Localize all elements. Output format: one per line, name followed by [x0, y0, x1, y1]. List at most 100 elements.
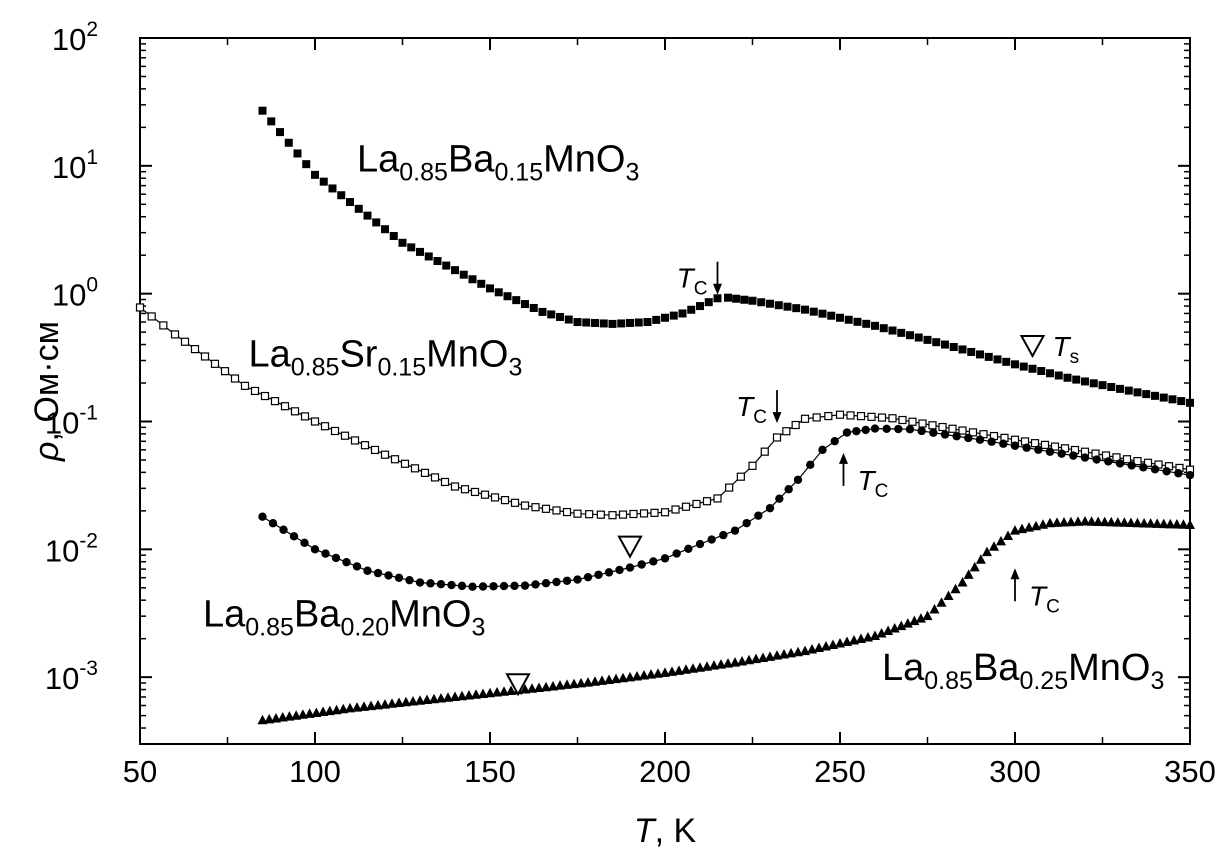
data-point: [784, 303, 792, 311]
data-point: [801, 306, 809, 314]
data-point: [987, 438, 995, 446]
data-point: [543, 505, 550, 512]
data-point: [469, 275, 477, 283]
data-point: [1186, 471, 1194, 479]
data-point: [800, 646, 810, 656]
data-point: [842, 637, 852, 647]
data-point: [919, 420, 926, 427]
data-point: [563, 577, 571, 585]
data-point: [742, 519, 750, 527]
series-label: La0.85Ba0.20MnO3: [203, 593, 485, 641]
data-point: [442, 478, 449, 485]
data-point: [661, 554, 669, 562]
data-point: [976, 350, 984, 358]
data-point: [492, 494, 499, 501]
data-point: [670, 312, 678, 320]
data-point: [1116, 459, 1124, 467]
data-point: [352, 437, 359, 444]
data-point: [285, 139, 293, 147]
data-point: [929, 422, 936, 429]
data-point: [994, 355, 1002, 363]
data-point: [1057, 449, 1065, 457]
data-point: [924, 336, 932, 344]
data-point: [434, 257, 442, 265]
data-point: [644, 318, 652, 326]
tc-marker: TC: [736, 390, 781, 428]
data-point: [792, 304, 800, 312]
tc-arrow-head: [713, 284, 722, 295]
data-point: [679, 309, 687, 317]
data-point: [731, 526, 739, 534]
data-point: [880, 324, 888, 332]
data-point: [661, 314, 669, 322]
data-point: [600, 319, 608, 327]
data-point: [530, 304, 538, 312]
data-point: [372, 446, 379, 453]
data-point: [724, 294, 732, 302]
data-point: [1046, 369, 1054, 377]
data-point: [1107, 383, 1115, 391]
data-point: [1034, 446, 1042, 454]
data-point: [775, 494, 783, 502]
data-point: [276, 128, 284, 136]
data-point: [693, 500, 700, 507]
data-point: [1142, 390, 1150, 398]
data-point: [1029, 365, 1037, 373]
data-point: [329, 184, 337, 192]
data-point: [565, 315, 573, 323]
data-point: [232, 375, 239, 382]
data-point: [392, 456, 399, 463]
data-point: [137, 304, 144, 311]
data-point: [609, 512, 616, 519]
data-point: [794, 476, 802, 484]
data-point: [871, 424, 879, 432]
data-point: [915, 334, 923, 342]
data-point: [1134, 388, 1142, 396]
x-tick-label: 250: [814, 754, 866, 789]
data-point: [652, 316, 660, 324]
data-point: [346, 198, 354, 206]
y-tick-label: 100: [52, 274, 98, 313]
tc-label: TC: [858, 465, 889, 502]
data-point: [395, 574, 403, 582]
data-point: [959, 345, 967, 353]
data-point: [252, 387, 259, 394]
data-point: [472, 488, 479, 495]
data-point: [262, 393, 269, 400]
data-point: [1072, 376, 1080, 384]
data-point: [707, 535, 715, 543]
data-point: [302, 413, 309, 420]
data-point: [372, 218, 380, 226]
data-point: [1162, 467, 1170, 475]
data-point: [447, 581, 455, 589]
data-point: [342, 432, 349, 439]
data-point: [696, 540, 704, 548]
data-point: [1081, 377, 1089, 385]
data-point: [827, 312, 835, 320]
data-point: [311, 171, 319, 179]
data-point: [547, 310, 555, 318]
data-point: [422, 469, 429, 476]
data-point: [510, 582, 518, 590]
data-point: [1151, 465, 1159, 473]
data-point: [355, 205, 363, 213]
data-point: [1099, 381, 1107, 389]
data-point: [460, 271, 468, 279]
data-point: [641, 510, 648, 517]
data-point: [950, 343, 958, 351]
series-label: La0.85Sr0.15MnO3: [249, 333, 523, 381]
data-point: [783, 428, 790, 435]
data-point: [1024, 522, 1034, 532]
data-point: [1125, 387, 1133, 395]
data-point: [500, 582, 508, 590]
data-point: [749, 297, 757, 305]
data-point: [964, 434, 972, 442]
data-point: [683, 503, 690, 510]
data-point: [574, 510, 581, 517]
data-point: [267, 117, 275, 125]
data-point: [382, 451, 389, 458]
data-point: [1010, 525, 1020, 535]
data-point: [160, 322, 167, 329]
tc-arrow-head: [773, 412, 782, 423]
data-point: [1081, 453, 1089, 461]
